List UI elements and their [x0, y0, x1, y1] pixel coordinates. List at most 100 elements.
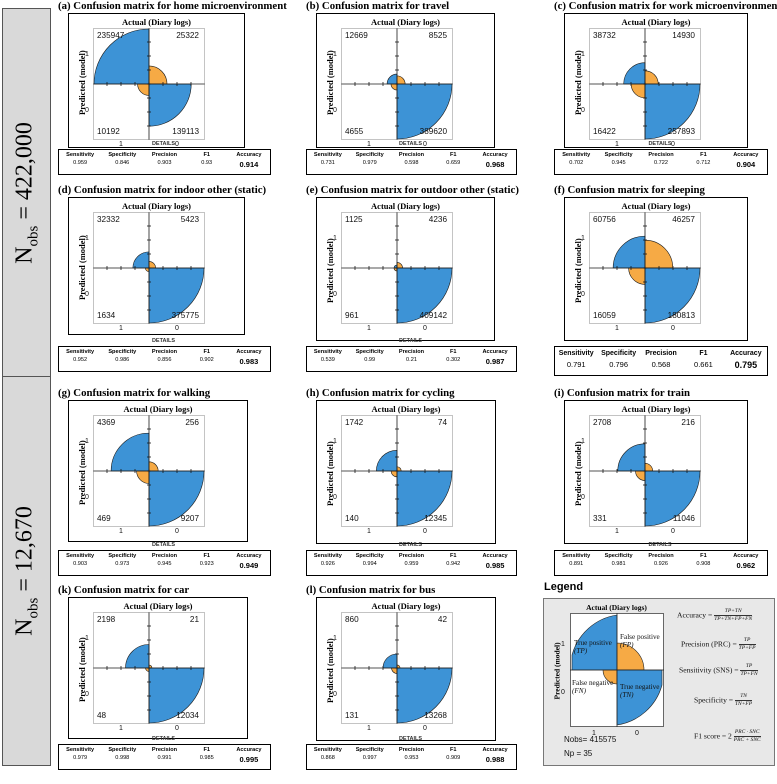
metric-name: Accuracy	[733, 152, 759, 158]
tp-quarter	[110, 432, 150, 472]
tp-quarter	[132, 251, 150, 269]
legend-fp-quarter	[616, 642, 645, 671]
matrix-border	[589, 415, 701, 527]
metric-f1: F1 0.712	[682, 150, 724, 174]
fp-value: 21	[189, 615, 199, 624]
metric-name: Specificity	[604, 553, 633, 559]
fn-value: 140	[345, 514, 359, 523]
panel-1: (a) Confusion matrix for home microenvir…	[58, 0, 287, 200]
metric-precision: Precision 0.926	[640, 551, 682, 575]
metric-accuracy: Accuracy 0.983	[228, 347, 270, 371]
metric-value: 0.962	[736, 561, 756, 570]
metric-value: 0.903	[73, 561, 88, 567]
panel-9: (i) Confusion matrix for train Actual (Di…	[554, 387, 776, 587]
tn-quarter	[148, 470, 205, 527]
metric-accuracy: Accuracy 0.795	[725, 347, 767, 375]
metric-name: Sensitivity	[313, 152, 342, 158]
metric-value: 0.909	[446, 755, 461, 761]
metric-name: Sensitivity	[66, 553, 95, 559]
legend-nobs: Nobs= 415575	[564, 735, 617, 744]
details-label: DETAILS	[151, 542, 176, 548]
tn-quarter	[148, 83, 192, 127]
fp-value: 14930	[672, 31, 695, 40]
metric-value: 0.983	[239, 357, 259, 366]
tp-value: 1125	[345, 215, 363, 224]
tick-x0: 0	[175, 528, 179, 535]
fn-quarter	[630, 83, 646, 99]
metrics-table: Sensitivity 0.979 Specificity 0.998 Precisio…	[58, 744, 271, 770]
confusion-matrix	[93, 212, 205, 324]
metric-name: Precision	[151, 152, 178, 158]
fp-quarter	[644, 463, 653, 472]
tp-value: 860	[345, 615, 359, 624]
panel-2: (b) Confusion matrix for travel Actual (D…	[306, 0, 525, 200]
metric-value: 0.945	[157, 561, 172, 567]
fp-quarter	[148, 65, 168, 85]
formula-specificity: Specificity = TN TN+FP	[694, 693, 753, 707]
tick-y0: 0	[333, 291, 337, 298]
tick-x0: 0	[175, 325, 179, 332]
metric-value: 0.796	[609, 360, 628, 369]
tn-value: 139113	[172, 127, 199, 136]
metrics-table: Sensitivity 0.731 Specificity 0.979 Precisio…	[306, 149, 517, 175]
metric-name: Sensitivity	[313, 747, 342, 753]
tick-x0: 0	[423, 528, 427, 535]
details-label: DETAILS	[398, 736, 423, 742]
metric-sensitivity: Sensitivity 0.903	[59, 551, 101, 575]
confusion-matrix	[93, 28, 205, 140]
metric-value: 0.902	[199, 357, 214, 363]
fp-quarter	[148, 461, 159, 472]
metric-name: Specificity	[355, 553, 384, 559]
details-label: DETAILS	[151, 141, 176, 147]
metric-specificity: Specificity 0.998	[101, 745, 143, 769]
details-label: DETAILS	[648, 141, 672, 147]
tick-y0: 0	[85, 291, 89, 298]
tick-x1: 1	[615, 141, 619, 148]
metric-value: 0.539	[320, 357, 335, 363]
metric-name: Precision	[151, 349, 178, 355]
tp-quarter	[125, 644, 150, 669]
metric-value: 0.791	[566, 360, 586, 369]
fp-value: 216	[681, 418, 695, 427]
panel-title: (a) Confusion matrix for home microenvir…	[58, 0, 287, 12]
tick-x0: 0	[175, 725, 179, 732]
tick-x1: 1	[367, 528, 371, 535]
fp-quarter	[396, 262, 403, 269]
formula-f1: F1 score = 2 PRC · SNC PRC + SNC	[694, 729, 761, 743]
metric-name: Precision	[151, 553, 178, 559]
legend-actual-label: Actual (Diary logs)	[586, 603, 647, 612]
tick-y0: 0	[581, 291, 585, 298]
tp-value: 235947	[97, 31, 125, 40]
panel-10: (k) Confusion matrix for car Actual (Diar…	[58, 584, 279, 784]
metric-value: 0.926	[320, 561, 335, 567]
tp-quarter	[612, 235, 646, 269]
tick-x0: 0	[423, 141, 427, 148]
tick-y0: 0	[85, 107, 89, 114]
metric-name: Accuracy	[236, 152, 262, 158]
fn-value: 4655	[345, 127, 364, 136]
metric-sensitivity: Sensitivity 0.926	[307, 551, 349, 575]
tn-quarter	[148, 267, 205, 324]
metric-f1: F1 0.908	[682, 551, 724, 575]
metric-accuracy: Accuracy 0.988	[474, 745, 516, 769]
legend-fn-text: False negative (FN)	[572, 679, 614, 695]
metric-name: F1	[450, 553, 457, 559]
confusion-matrix	[341, 28, 453, 140]
metric-precision: Precision 0.953	[391, 745, 433, 769]
tick-y1: 1	[333, 438, 337, 445]
tn-value: 12345	[424, 514, 447, 523]
metric-value: 0.702	[569, 160, 584, 166]
matrix-frame: Actual (Diary logs) Predicted (model) 860 4…	[316, 597, 496, 741]
matrix-frame: Actual (Diary logs) Predicted (model) 1125…	[316, 197, 495, 341]
metric-sensitivity: Sensitivity 0.979	[59, 745, 101, 769]
metric-precision: Precision 0.945	[143, 551, 185, 575]
metric-value: 0.99	[364, 357, 376, 363]
metric-f1: F1 0.93	[186, 150, 228, 174]
legend-box: Legend Actual (Diary logs) Predicted (mo…	[543, 581, 775, 766]
metric-name: Accuracy	[482, 349, 508, 355]
legend-tp-text: True positive (TP)	[574, 639, 612, 655]
matrix-frame: Actual (Diary logs) Predicted (model) 3873…	[564, 13, 748, 148]
metric-value: 0.985	[199, 755, 214, 761]
details-label: DETAILS	[151, 338, 176, 344]
metric-name: Accuracy	[236, 747, 262, 753]
